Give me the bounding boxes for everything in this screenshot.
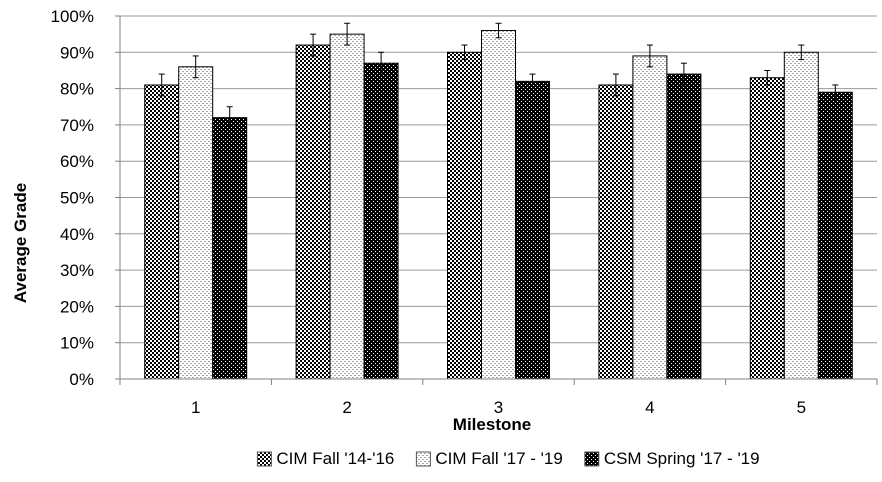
y-tick-labels: 0% 10% 20% 30% 40% 50% 60% 70% 80% 90% 100% (51, 7, 94, 389)
bar (666, 73, 702, 380)
y-tick-label: 30% (60, 261, 94, 280)
x-tick-label: 2 (342, 398, 351, 417)
bar (295, 44, 331, 380)
bar (447, 51, 482, 380)
legend-label: CSM Spring '17 - '19 (604, 449, 760, 468)
x-tick-label: 3 (494, 398, 503, 417)
bar (515, 80, 550, 380)
bar (632, 55, 668, 380)
y-tick-label: 0% (69, 370, 94, 389)
error-bars-group (158, 22, 839, 130)
legend-label: CIM Fall '17 - '19 (435, 449, 562, 468)
bar (749, 77, 785, 380)
legend-swatch (584, 451, 600, 467)
y-tick-label: 70% (60, 116, 94, 135)
bar (598, 84, 634, 380)
y-tick-label: 50% (60, 189, 94, 208)
bar (783, 51, 819, 380)
legend-item: CIM Fall '14-'16 (256, 449, 394, 468)
bar (481, 30, 516, 380)
y-tick-label: 40% (60, 225, 94, 244)
y-tick-label: 90% (60, 43, 94, 62)
x-axis-title: Milestone (453, 415, 531, 434)
y-tick-label: 80% (60, 80, 94, 99)
axes-group (115, 15, 878, 385)
bar (363, 62, 399, 380)
legend: CIM Fall '14-'16 CIM Fall '17 - '19 CSM Sp… (256, 449, 760, 468)
legend-swatch (256, 451, 272, 467)
y-tick-label: 10% (60, 334, 94, 353)
legend-item: CSM Spring '17 - '19 (584, 449, 760, 468)
legend-label: CIM Fall '14-'16 (276, 449, 394, 468)
y-tick-label: 20% (60, 297, 94, 316)
legend-item: CIM Fall '17 - '19 (415, 449, 563, 468)
x-tick-label: 4 (645, 398, 654, 417)
bar (817, 91, 853, 380)
y-tick-label: 60% (60, 152, 94, 171)
bars-group (144, 30, 853, 380)
y-tick-label: 100% (51, 7, 94, 26)
bar (144, 84, 180, 380)
y-axis-title: Average Grade (11, 183, 30, 303)
bar (178, 66, 214, 380)
x-tick-label: 1 (191, 398, 200, 417)
legend-swatch (415, 451, 431, 467)
x-tick-labels: 1 2 3 4 5 (191, 398, 806, 417)
x-tick-label: 5 (797, 398, 806, 417)
bar (329, 33, 365, 380)
bar (212, 117, 248, 380)
